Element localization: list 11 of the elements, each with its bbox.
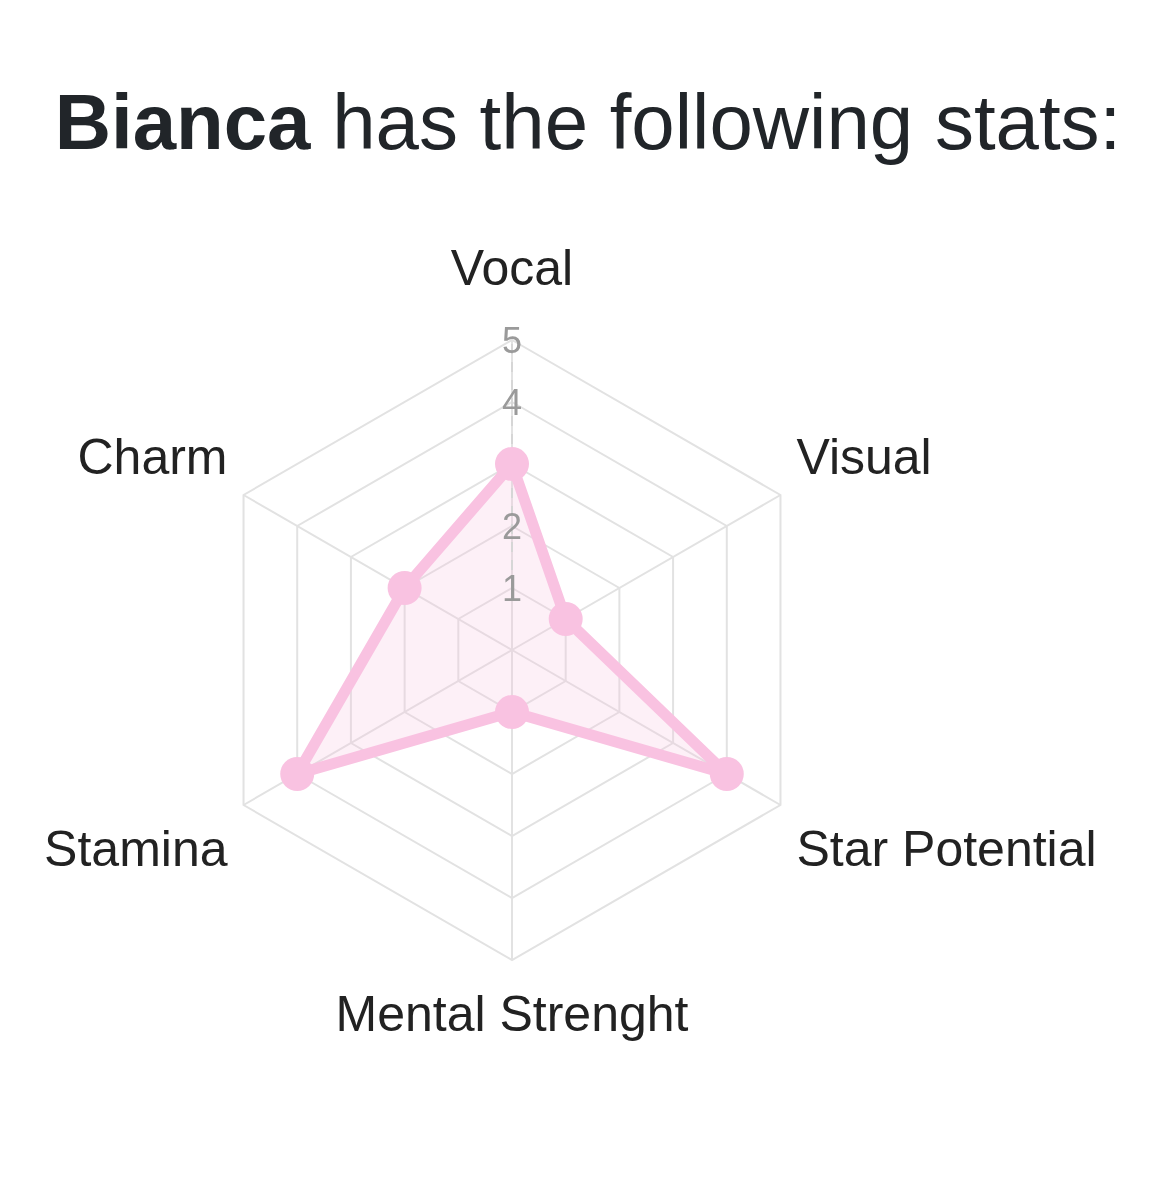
chart-title: Bianca has the following stats: xyxy=(54,78,1122,166)
spoke-label: Star Potential xyxy=(796,820,1097,877)
spoke-label: Mental Strenght xyxy=(335,985,689,1042)
y-tick-label: 5 xyxy=(501,319,523,361)
spoke-label: Charm xyxy=(77,428,228,485)
spoke-label: Stamina xyxy=(44,820,228,877)
y-tick-label: 2 xyxy=(501,505,523,547)
y-tick-label: 4 xyxy=(501,381,523,423)
spoke-label: Visual xyxy=(796,428,932,485)
spoke-label: Vocal xyxy=(450,239,574,296)
y-tick-label: 1 xyxy=(501,567,523,609)
